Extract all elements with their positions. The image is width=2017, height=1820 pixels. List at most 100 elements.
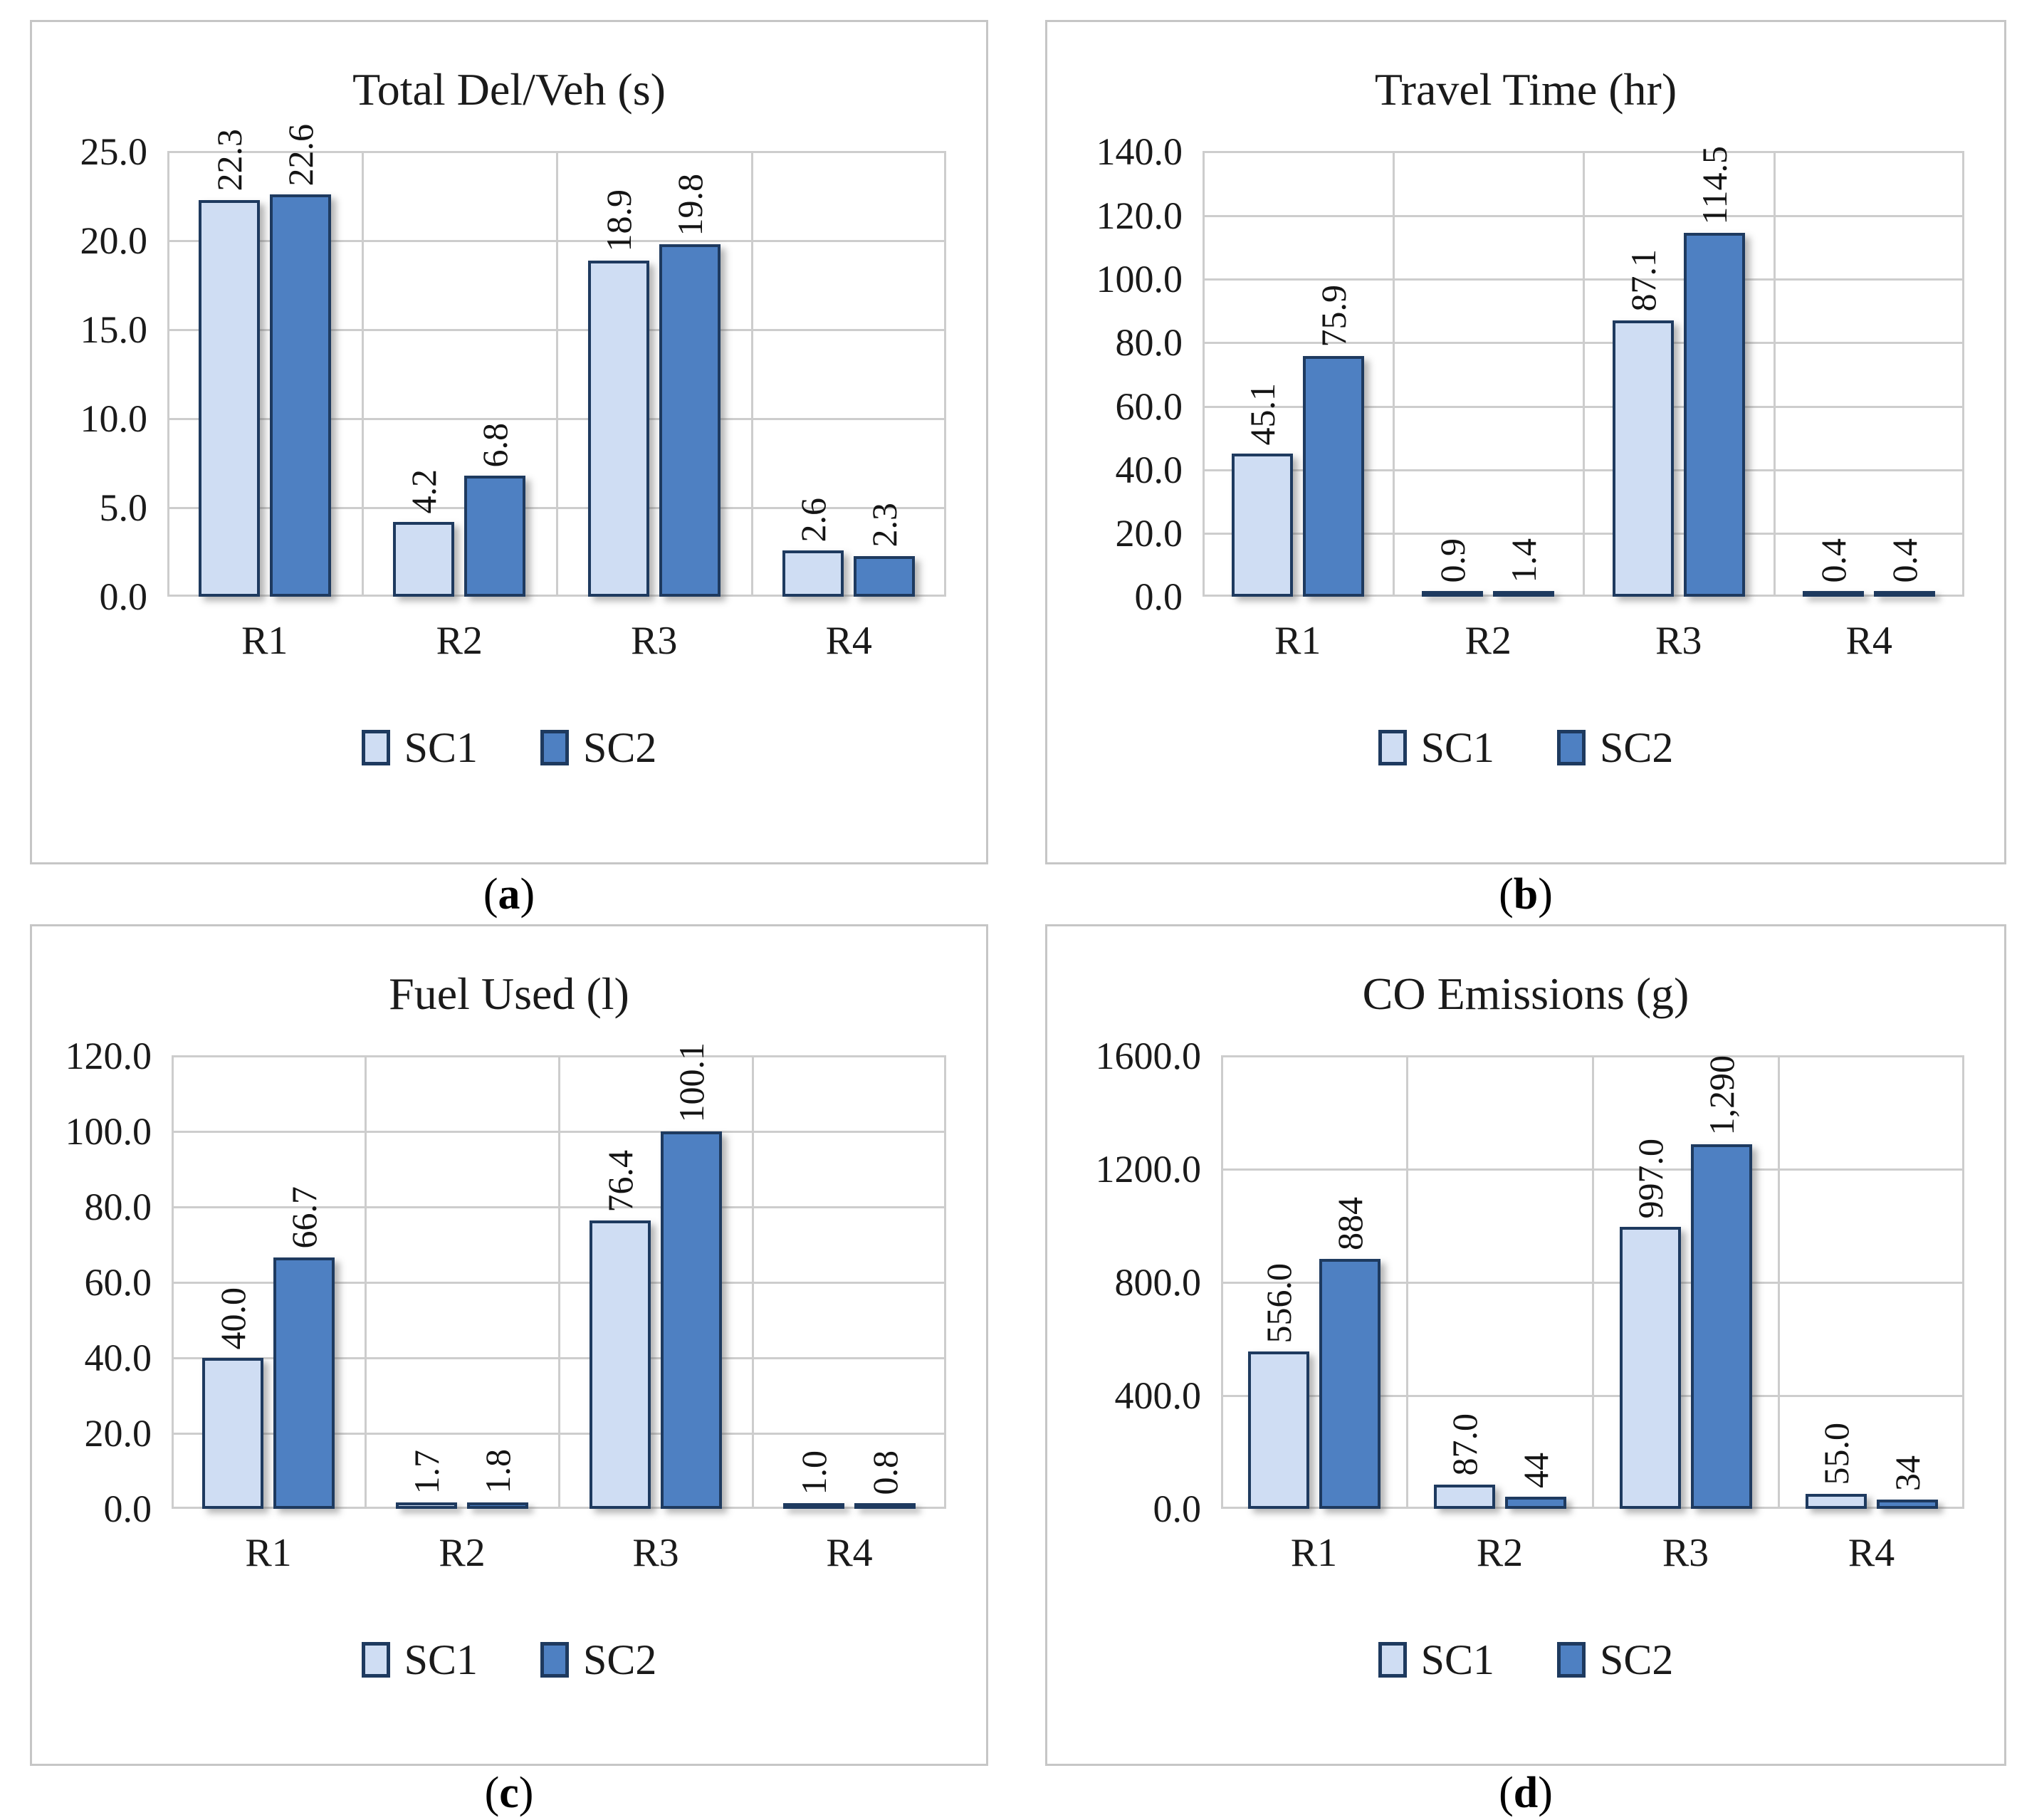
category-cell: 1.0 0.8 bbox=[753, 1056, 946, 1510]
category-cell: 76.4 100.1 bbox=[559, 1042, 753, 1510]
category-separator bbox=[1221, 1056, 1223, 1510]
bar-pair: 997.0 1,290 bbox=[1593, 1055, 1778, 1510]
category-separator bbox=[558, 1056, 560, 1510]
caption-paren-close: ) bbox=[1538, 869, 1553, 919]
category-separator bbox=[365, 1056, 367, 1510]
bar-data-label: 100.1 bbox=[671, 1042, 711, 1123]
y-axis-tick-label: 120.0 bbox=[1096, 194, 1183, 237]
panel-d: CO Emissions (g) 1600.0 1200.0 800.0 400.0 0.… bbox=[1045, 924, 2006, 1766]
x-category-label: R1 bbox=[245, 1531, 292, 1576]
y-axis-tick-label: 80.0 bbox=[84, 1186, 152, 1229]
category-separator bbox=[167, 152, 169, 597]
chart-title: Total Del/Veh (s) bbox=[352, 64, 666, 115]
bar-sc2: 1,290 bbox=[1690, 1055, 1752, 1510]
category-separator bbox=[361, 152, 364, 597]
x-category-label: R4 bbox=[825, 619, 872, 664]
legend-swatch-sc2 bbox=[540, 1642, 569, 1678]
category-cell: 2.6 2.3 bbox=[752, 152, 947, 597]
panel-b: Travel Time (hr) 140.0 120.0 100.0 80.0 60.0 4… bbox=[1045, 20, 2006, 864]
chart-title: Travel Time (hr) bbox=[1374, 64, 1677, 115]
bar-sc2: 34 bbox=[1876, 1455, 1938, 1510]
bar-data-label: 1.0 bbox=[794, 1450, 834, 1495]
bar-data-label: 22.6 bbox=[280, 123, 320, 187]
y-axis-tick-label: 80.0 bbox=[1115, 321, 1183, 365]
y-axis-tick-label: 0.0 bbox=[1134, 575, 1183, 619]
category-cell: 556.0 884 bbox=[1221, 1056, 1407, 1510]
y-axis-tick-label: 0.0 bbox=[99, 575, 148, 619]
caption-paren-open: ( bbox=[1499, 869, 1514, 919]
bar-sc2: 1.4 bbox=[1493, 538, 1555, 597]
y-axis-tick-label: 140.0 bbox=[1096, 130, 1183, 174]
bar-sc2: 0.8 bbox=[854, 1450, 916, 1510]
bar-sc2: 44 bbox=[1504, 1453, 1566, 1510]
x-category-label: R1 bbox=[1290, 1531, 1338, 1576]
y-axis-tick-label: 40.0 bbox=[84, 1337, 152, 1380]
plot-area: 40.0 66.7 1.7 1.8 76.4 100.1 1.0 0.8 bbox=[172, 1042, 946, 1510]
bar-sc2: 2.3 bbox=[854, 503, 916, 597]
category-cell: 997.0 1,290 bbox=[1593, 1055, 1778, 1510]
bar-data-label: 40.0 bbox=[213, 1287, 253, 1350]
figure-caption-b: (b) bbox=[1045, 864, 2006, 924]
category-separator bbox=[1203, 152, 1205, 597]
x-category-label: R2 bbox=[436, 619, 483, 664]
category-separator bbox=[1583, 152, 1585, 597]
legend-label: SC1 bbox=[1420, 1636, 1494, 1684]
category-cells: 22.3 22.6 4.2 6.8 18.9 19.8 2.6 2.3 bbox=[167, 124, 947, 597]
y-axis-tick-label: 10.0 bbox=[80, 397, 148, 441]
caption-paren-open: ( bbox=[1499, 1768, 1514, 1817]
bar-pair: 55.0 34 bbox=[1778, 1056, 1964, 1510]
category-cell: 0.4 0.4 bbox=[1774, 152, 1965, 597]
bar-data-label: 1.8 bbox=[478, 1449, 518, 1494]
bar-sc1: 1.0 bbox=[783, 1450, 844, 1510]
bar-pair: 2.6 2.3 bbox=[752, 152, 947, 597]
legend-item-sc2: SC2 bbox=[540, 1638, 656, 1681]
bar-sc1: 87.1 bbox=[1612, 249, 1674, 597]
caption-paren-close: ) bbox=[520, 869, 535, 919]
legend-label: SC2 bbox=[1600, 724, 1674, 772]
caption-letter: a bbox=[498, 869, 520, 919]
bar-sc1: 76.4 bbox=[590, 1150, 651, 1510]
category-separator bbox=[750, 152, 753, 597]
bar-sc2: 884 bbox=[1319, 1197, 1381, 1510]
category-cells: 40.0 66.7 1.7 1.8 76.4 100.1 1.0 0.8 bbox=[172, 1042, 946, 1510]
plot-area: 556.0 884 87.0 44 997.0 1,290 55.0 34 bbox=[1221, 1055, 1964, 1510]
bar-pair: 0.4 0.4 bbox=[1774, 152, 1965, 597]
x-category-label: R3 bbox=[631, 619, 678, 664]
y-axis-tick-label: 800.0 bbox=[1114, 1261, 1202, 1304]
category-cell: 22.3 22.6 bbox=[167, 124, 362, 597]
x-category-label: R2 bbox=[1476, 1531, 1524, 1576]
bar-pair: 87.1 114.5 bbox=[1583, 146, 1774, 597]
caption-paren-open: ( bbox=[483, 869, 498, 919]
bar-pair: 40.0 66.7 bbox=[172, 1056, 365, 1510]
legend-swatch-sc1 bbox=[361, 730, 390, 766]
y-axis-tick-label: 15.0 bbox=[80, 308, 148, 352]
category-cells: 45.1 75.9 0.9 1.4 87.1 114.5 0.4 0.4 bbox=[1203, 146, 1965, 597]
bar-sc1: 4.2 bbox=[393, 469, 455, 597]
legend-label: SC2 bbox=[1600, 1636, 1674, 1684]
bar-sc2: 22.6 bbox=[269, 124, 331, 597]
category-cell: 45.1 75.9 bbox=[1203, 152, 1393, 597]
category-cell: 1.7 1.8 bbox=[365, 1056, 559, 1510]
bar-data-label: 18.9 bbox=[598, 189, 639, 252]
legend-swatch-sc2 bbox=[1557, 730, 1586, 766]
category-cell: 87.1 114.5 bbox=[1583, 146, 1774, 597]
bar-pair: 22.3 22.6 bbox=[167, 124, 362, 597]
bar-sc2: 66.7 bbox=[273, 1186, 335, 1510]
chart-area: 120.0 100.0 80.0 60.0 40.0 20.0 0.0 40.0 66.7 1.7… bbox=[32, 1037, 986, 1528]
bar-pair: 87.0 44 bbox=[1407, 1056, 1593, 1510]
legend-swatch-sc2 bbox=[1557, 1642, 1586, 1678]
bar-sc1: 556.0 bbox=[1247, 1263, 1309, 1510]
x-category-label: R3 bbox=[1662, 1531, 1709, 1576]
y-axis-tick-label: 0.0 bbox=[1153, 1487, 1202, 1531]
bar-data-label: 19.8 bbox=[669, 173, 710, 236]
figure-caption-d: (d) bbox=[1045, 1766, 2006, 1820]
panel-a: Total Del/Veh (s) 25.0 20.0 15.0 10.0 5.0 0.0 2… bbox=[30, 20, 988, 864]
legend: SC1 SC2 bbox=[1047, 1638, 2004, 1681]
legend-label: SC2 bbox=[583, 1636, 657, 1684]
plot-area: 45.1 75.9 0.9 1.4 87.1 114.5 0.4 0.4 bbox=[1203, 146, 1965, 597]
bar-data-label: 2.3 bbox=[864, 503, 905, 548]
y-axis: 25.0 20.0 15.0 10.0 5.0 0.0 bbox=[32, 132, 167, 616]
x-category-label: R4 bbox=[1848, 1531, 1895, 1576]
bar-data-label: 114.5 bbox=[1694, 145, 1734, 225]
legend-item-sc1: SC1 bbox=[361, 726, 478, 769]
